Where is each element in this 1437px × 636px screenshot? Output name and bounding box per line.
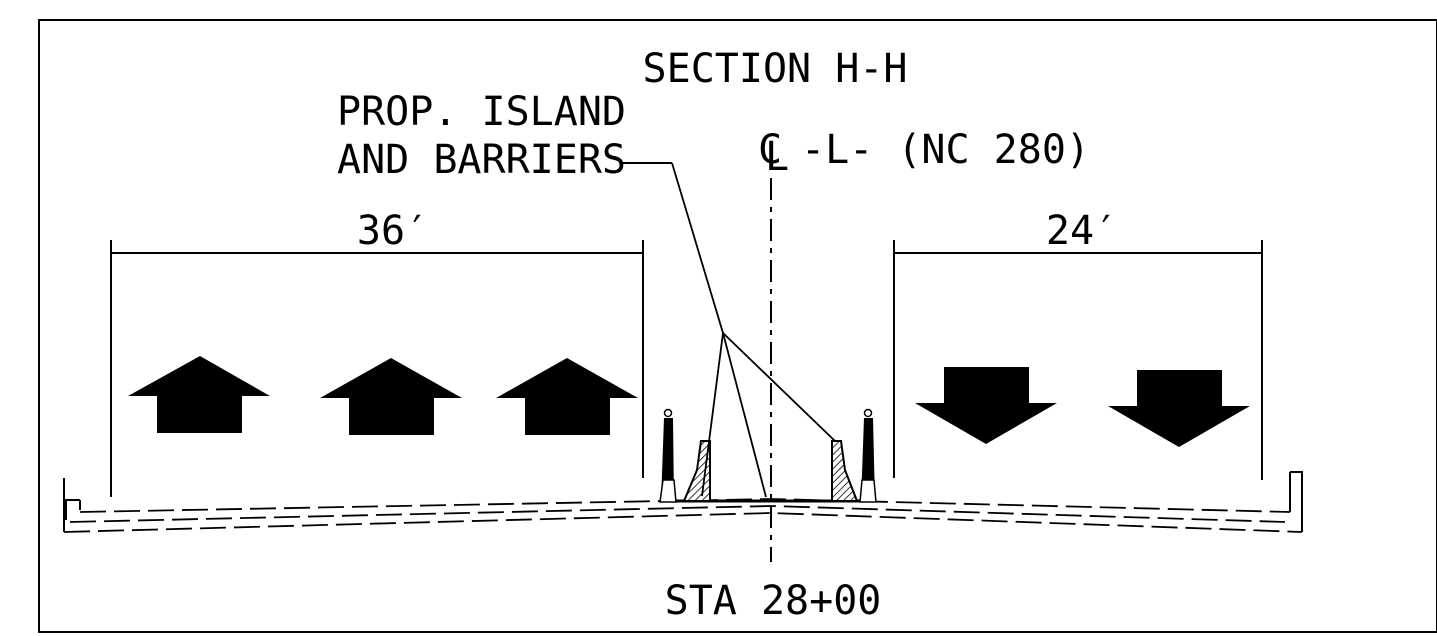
left-dimension-label: 36′ (357, 208, 429, 254)
callout-line-1: PROP. ISLAND (337, 89, 626, 135)
station-label: STA 28+00 (665, 578, 882, 624)
right-dimension (893, 240, 1263, 480)
callout-line-2: AND BARRIERS (337, 137, 626, 183)
left-dimension (110, 240, 644, 497)
traffic-arrow-down-icon (1108, 370, 1250, 447)
left-delineator-post (659, 408, 677, 503)
sheet-border (38, 19, 1437, 633)
centerline-label: -L- (NC 280) (801, 127, 1090, 173)
traffic-arrow-up-icon (496, 358, 638, 435)
callout-leaders (671, 162, 836, 498)
centerline-l-symbol: L (765, 134, 789, 180)
traffic-arrow-down-icon (915, 367, 1057, 444)
pavement-layers (63, 498, 1303, 533)
right-barrier (831, 440, 859, 502)
right-dimension-label: 24′ (1046, 208, 1118, 254)
pavement-edge-right (1289, 471, 1303, 532)
right-delineator-post (859, 408, 877, 503)
centerline-c-symbol: C (758, 127, 782, 173)
section-title: SECTION H-H (643, 46, 908, 92)
traffic-arrow-up-icon (128, 356, 270, 433)
traffic-arrow-up-icon (320, 358, 462, 435)
pavement-edge-left (63, 478, 81, 532)
